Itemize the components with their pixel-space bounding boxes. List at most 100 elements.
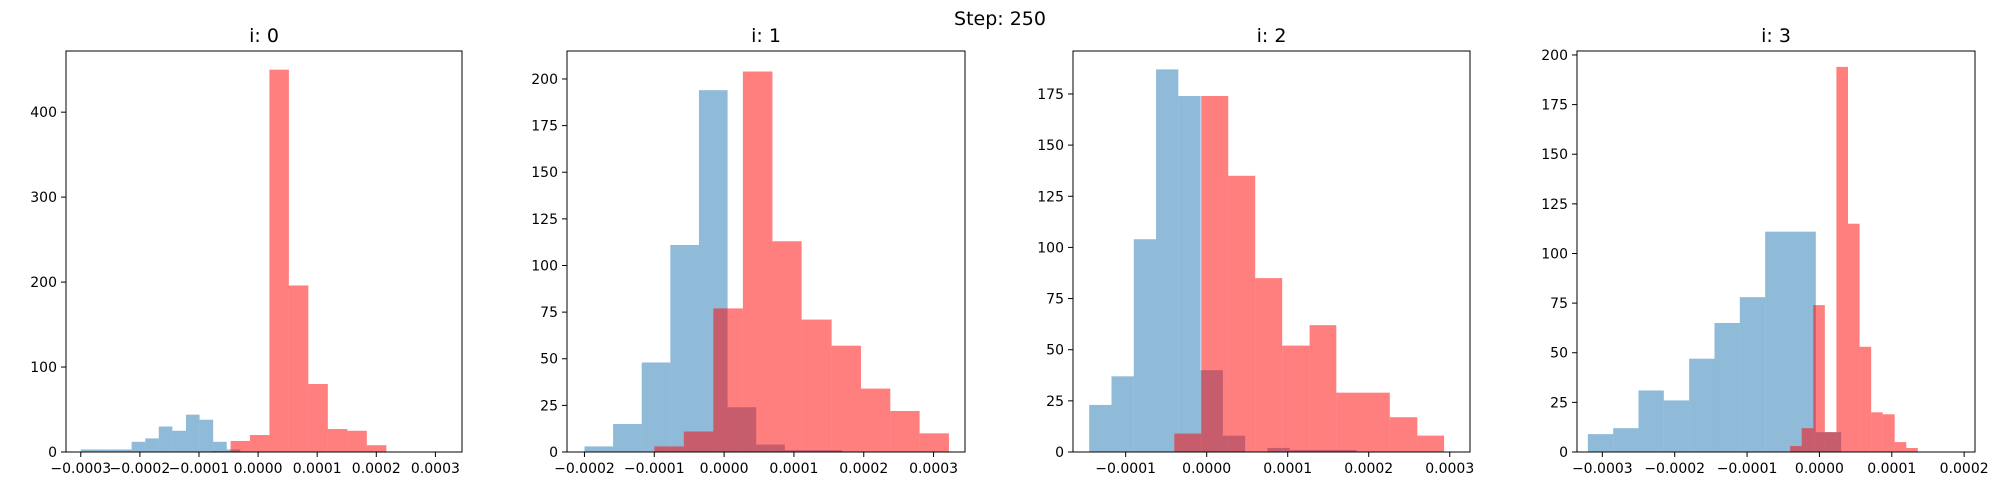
x-tick-label: −0.0001 bbox=[1717, 461, 1778, 477]
y-tick-label: 125 bbox=[1037, 189, 1064, 205]
y-tick-label: 400 bbox=[30, 105, 57, 121]
histogram-bar bbox=[80, 449, 107, 452]
y-tick-label: 200 bbox=[531, 72, 558, 88]
y-tick-label: 100 bbox=[30, 360, 57, 376]
histogram-bar bbox=[713, 308, 743, 452]
histogram-bar bbox=[1848, 223, 1860, 452]
x-tick-label: 0.0000 bbox=[1182, 461, 1231, 477]
histogram-bar bbox=[1790, 446, 1802, 452]
y-tick-label: 175 bbox=[1037, 87, 1064, 103]
x-tick-label: 0.0001 bbox=[769, 461, 818, 477]
histogram-bar bbox=[1363, 392, 1390, 452]
histogram-bar bbox=[1336, 392, 1364, 452]
histogram-bar bbox=[308, 384, 328, 452]
x-tick-label: −0.0003 bbox=[1572, 461, 1633, 477]
histogram-bar bbox=[1689, 358, 1715, 452]
histogram-bar bbox=[288, 285, 309, 452]
histogram-bar bbox=[1790, 231, 1816, 452]
x-tick-label: 0.0001 bbox=[1263, 461, 1312, 477]
y-tick-label: 25 bbox=[540, 398, 558, 414]
histogram-bar bbox=[1228, 175, 1256, 452]
x-tick-label: 0.0002 bbox=[1940, 461, 1989, 477]
y-tick-label: 150 bbox=[1541, 147, 1568, 163]
histogram-bar bbox=[1201, 96, 1229, 452]
histogram-bar bbox=[1089, 404, 1112, 452]
histogram-bar bbox=[1765, 231, 1791, 452]
x-tick-label: 0.0002 bbox=[1344, 461, 1393, 477]
y-tick-label: 200 bbox=[30, 275, 57, 291]
x-tick-label: −0.0002 bbox=[1644, 461, 1705, 477]
x-tick-label: −0.0001 bbox=[169, 461, 230, 477]
y-tick-label: 200 bbox=[1541, 48, 1568, 64]
y-tick-label: 75 bbox=[1046, 292, 1064, 308]
histogram-bar bbox=[801, 319, 832, 452]
histogram-bar bbox=[1389, 417, 1418, 452]
histogram-bar bbox=[1417, 435, 1445, 452]
histogram-bar bbox=[742, 71, 773, 452]
x-tick-label: −0.0002 bbox=[554, 461, 615, 477]
y-tick-label: 75 bbox=[1550, 296, 1568, 312]
subplot-0: −0.0003−0.0002−0.0001 0.0000 0.0001 0.0002 0… bbox=[30, 25, 463, 477]
histogram-bar bbox=[145, 438, 159, 452]
subplot-2: −0.0001 0.0000 0.0001 0.0002 0.0003 0 25 50 75 10… bbox=[1037, 25, 1474, 477]
histogram-bar bbox=[1309, 325, 1337, 452]
histogram-bar bbox=[1587, 434, 1614, 452]
y-tick-label: 175 bbox=[531, 119, 558, 135]
subplot-title: i: 0 bbox=[249, 25, 279, 47]
y-tick-label: 25 bbox=[1046, 394, 1064, 410]
x-tick-label: −0.0001 bbox=[1095, 461, 1156, 477]
subplot-3: −0.0003 −0.0002 −0.0001 0.0000 0.0001 0.0002 0… bbox=[1541, 25, 1988, 477]
y-tick-label: 175 bbox=[1541, 98, 1568, 114]
x-tick-label: 0.0003 bbox=[411, 461, 460, 477]
histogram-bar bbox=[919, 433, 949, 452]
histogram-bar bbox=[641, 362, 671, 452]
bars-3 bbox=[1587, 66, 1918, 452]
x-tick-label: −0.0002 bbox=[110, 461, 171, 477]
histogram-bar bbox=[654, 446, 684, 452]
subplot-title: i: 1 bbox=[751, 25, 781, 47]
histogram-bar bbox=[1613, 428, 1639, 452]
histogram-bar bbox=[347, 430, 367, 452]
subplot-1: −0.0002 −0.0001 0.0000 0.0001 0.0002 0.0003 0 2… bbox=[531, 25, 966, 477]
bars-0 bbox=[80, 69, 387, 452]
histogram-bar bbox=[860, 388, 891, 452]
figure-suptitle: Step: 250 bbox=[954, 8, 1046, 30]
bars-2 bbox=[1089, 69, 1445, 452]
y-tick-label: 0 bbox=[549, 445, 558, 461]
histogram-bar bbox=[366, 445, 387, 452]
x-tick-label: 0.0000 bbox=[1795, 461, 1844, 477]
y-tick-label: 0 bbox=[1559, 445, 1568, 461]
histogram-bar bbox=[1836, 66, 1848, 452]
y-tick-label: 100 bbox=[1541, 246, 1568, 262]
histogram-bar bbox=[1663, 400, 1690, 452]
histogram-bar bbox=[613, 424, 642, 452]
y-tick-label: 125 bbox=[1541, 197, 1568, 213]
y-tick-label: 300 bbox=[30, 190, 57, 206]
y-tick-label: 150 bbox=[531, 165, 558, 181]
histogram-bar bbox=[831, 345, 861, 452]
histogram-bar bbox=[670, 244, 699, 452]
histogram-bar bbox=[1882, 414, 1895, 452]
histogram-bar bbox=[106, 449, 132, 452]
y-tick-label: 50 bbox=[1046, 343, 1064, 359]
histogram-bar bbox=[890, 410, 920, 452]
histogram-bar bbox=[1714, 322, 1740, 452]
histogram-bar bbox=[1859, 346, 1872, 452]
y-tick-label: 125 bbox=[531, 212, 558, 228]
y-tick-label: 50 bbox=[540, 352, 558, 368]
y-tick-label: 0 bbox=[48, 445, 57, 461]
histogram-bar bbox=[1894, 442, 1907, 452]
histogram-bar bbox=[249, 435, 270, 452]
histogram-bar bbox=[199, 419, 214, 452]
histogram-bar bbox=[1906, 448, 1918, 452]
axes-frame bbox=[65, 50, 463, 453]
x-tick-label: −0.0003 bbox=[50, 461, 111, 477]
y-tick-label: 50 bbox=[1550, 346, 1568, 362]
histogram-bar bbox=[1255, 278, 1283, 452]
y-tick-label: 25 bbox=[1550, 395, 1568, 411]
histogram-bar bbox=[269, 69, 289, 452]
x-tick-label: 0.0002 bbox=[839, 461, 888, 477]
axes-frame bbox=[566, 50, 966, 453]
y-tick-label: 75 bbox=[540, 305, 558, 321]
subplot-title: i: 3 bbox=[1761, 25, 1791, 47]
